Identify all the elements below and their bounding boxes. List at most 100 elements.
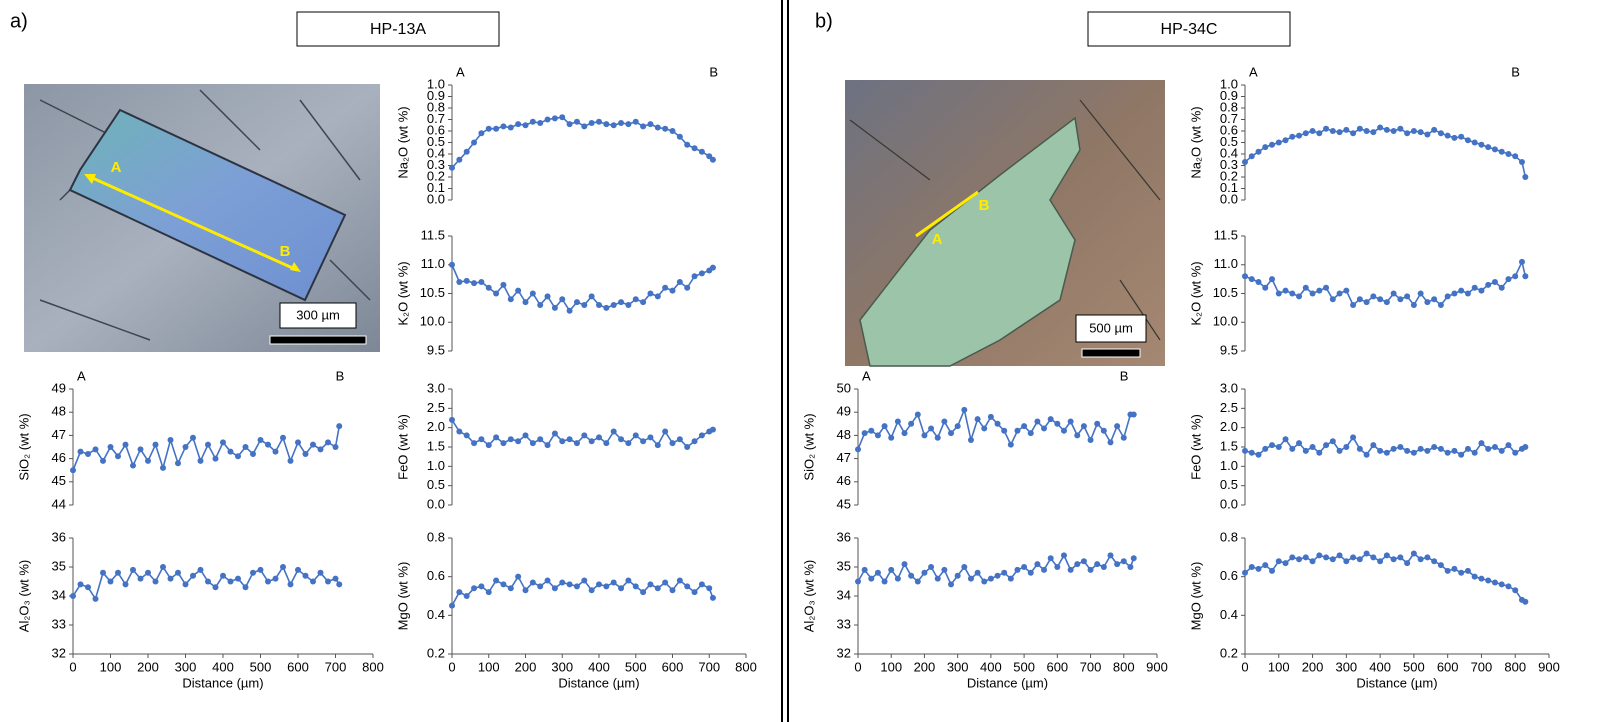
data-point [1114,423,1121,430]
data-point [640,589,647,596]
y-tick-label: 49 [837,404,851,419]
data-point [1248,276,1255,283]
data-point [317,446,324,453]
data-point [1021,564,1028,570]
data-point [874,432,881,439]
data-point [1130,411,1137,418]
y-tick-label: 0.2 [427,168,445,183]
scale-bar-label: 500 µm [1089,320,1133,335]
y-tick-label: 0.4 [1220,607,1238,622]
data-point [1518,159,1525,166]
y-tick-label: 49 [52,380,66,395]
data-point [928,425,935,432]
data-point [1262,562,1269,569]
data-point [654,442,661,449]
data-point [941,566,948,573]
data-point [709,426,716,433]
y-axis-label: Al₂O₃ (wt %) [801,560,816,632]
data-point [471,440,478,447]
y-tick-label: 0.0 [1220,191,1238,206]
data-point [581,302,588,308]
data-point [1383,126,1390,133]
data-point [709,594,716,601]
y-tick-label: 3.0 [1220,380,1238,395]
y-tick-label: 32 [837,645,851,660]
data-point [107,578,114,585]
x-axis-label: Distance (µm) [1356,675,1437,690]
data-point [1370,129,1377,136]
data-point [1390,445,1397,452]
data-point [662,428,669,435]
data-point [581,432,588,439]
data-point [1289,133,1296,140]
image-label: A [111,159,122,176]
y-tick-label: 48 [52,404,66,419]
data-point [1512,449,1519,456]
data-point [1356,445,1363,452]
data-point [1067,418,1074,425]
data-point [941,418,948,425]
y-tick-label: 0.5 [1220,477,1238,492]
data-point [1363,550,1370,557]
y-tick-label: 0.1 [1220,180,1238,195]
x-tick-label: 400 [212,659,234,674]
data-point [287,457,294,464]
data-point [588,293,595,300]
data-point [1269,141,1276,148]
y-tick-label: 0.0 [1220,496,1238,511]
annotation: A [77,368,86,383]
data-point [1014,427,1021,434]
data-point [1343,287,1350,294]
data-point [1522,174,1529,180]
y-tick-label: 0.5 [427,134,445,149]
data-point [1397,296,1404,303]
data-point [160,464,166,471]
x-tick-label: 100 [1268,659,1290,674]
data-point [456,279,463,285]
data-point [1522,598,1529,605]
data-line [1244,126,1527,178]
data-point [625,302,632,308]
data-point [456,428,463,435]
data-point [588,587,595,594]
data-point [1491,279,1498,285]
data-point [662,284,669,291]
data-point [581,123,588,130]
data-point [456,589,463,596]
data-point [1120,558,1127,565]
data-point [1087,566,1094,573]
x-axis-label: Distance (µm) [967,675,1048,690]
data-point [1323,554,1330,561]
x-tick-label: 900 [1146,659,1168,674]
x-tick-label: 800 [735,659,757,674]
data-point [566,436,573,443]
data-point [908,420,915,427]
data-point [610,579,617,586]
data-point [698,270,705,277]
data-point [1309,558,1316,565]
annotation: A [456,64,465,79]
x-tick-label: 500 [250,659,272,674]
data-point [632,583,639,590]
data-point [855,578,861,585]
data-point [596,118,602,125]
data-point [894,575,901,582]
data-point [1302,284,1309,291]
y-tick-label: 1.5 [1220,438,1238,453]
data-point [449,261,455,268]
x-tick-label: 300 [947,659,969,674]
data-point [235,453,241,460]
data-point [1255,451,1262,458]
data-point [537,302,544,308]
y-tick-label: 0.1 [427,180,445,195]
data-point [92,446,99,453]
y-tick-label: 33 [52,616,66,631]
data-point [544,442,551,449]
data-point [1444,449,1451,456]
data-point [507,296,514,303]
data-point [1485,144,1492,151]
data-point [1437,562,1444,569]
data-point [1431,126,1438,133]
data-point [85,584,91,591]
y-tick-label: 0.6 [427,568,445,583]
